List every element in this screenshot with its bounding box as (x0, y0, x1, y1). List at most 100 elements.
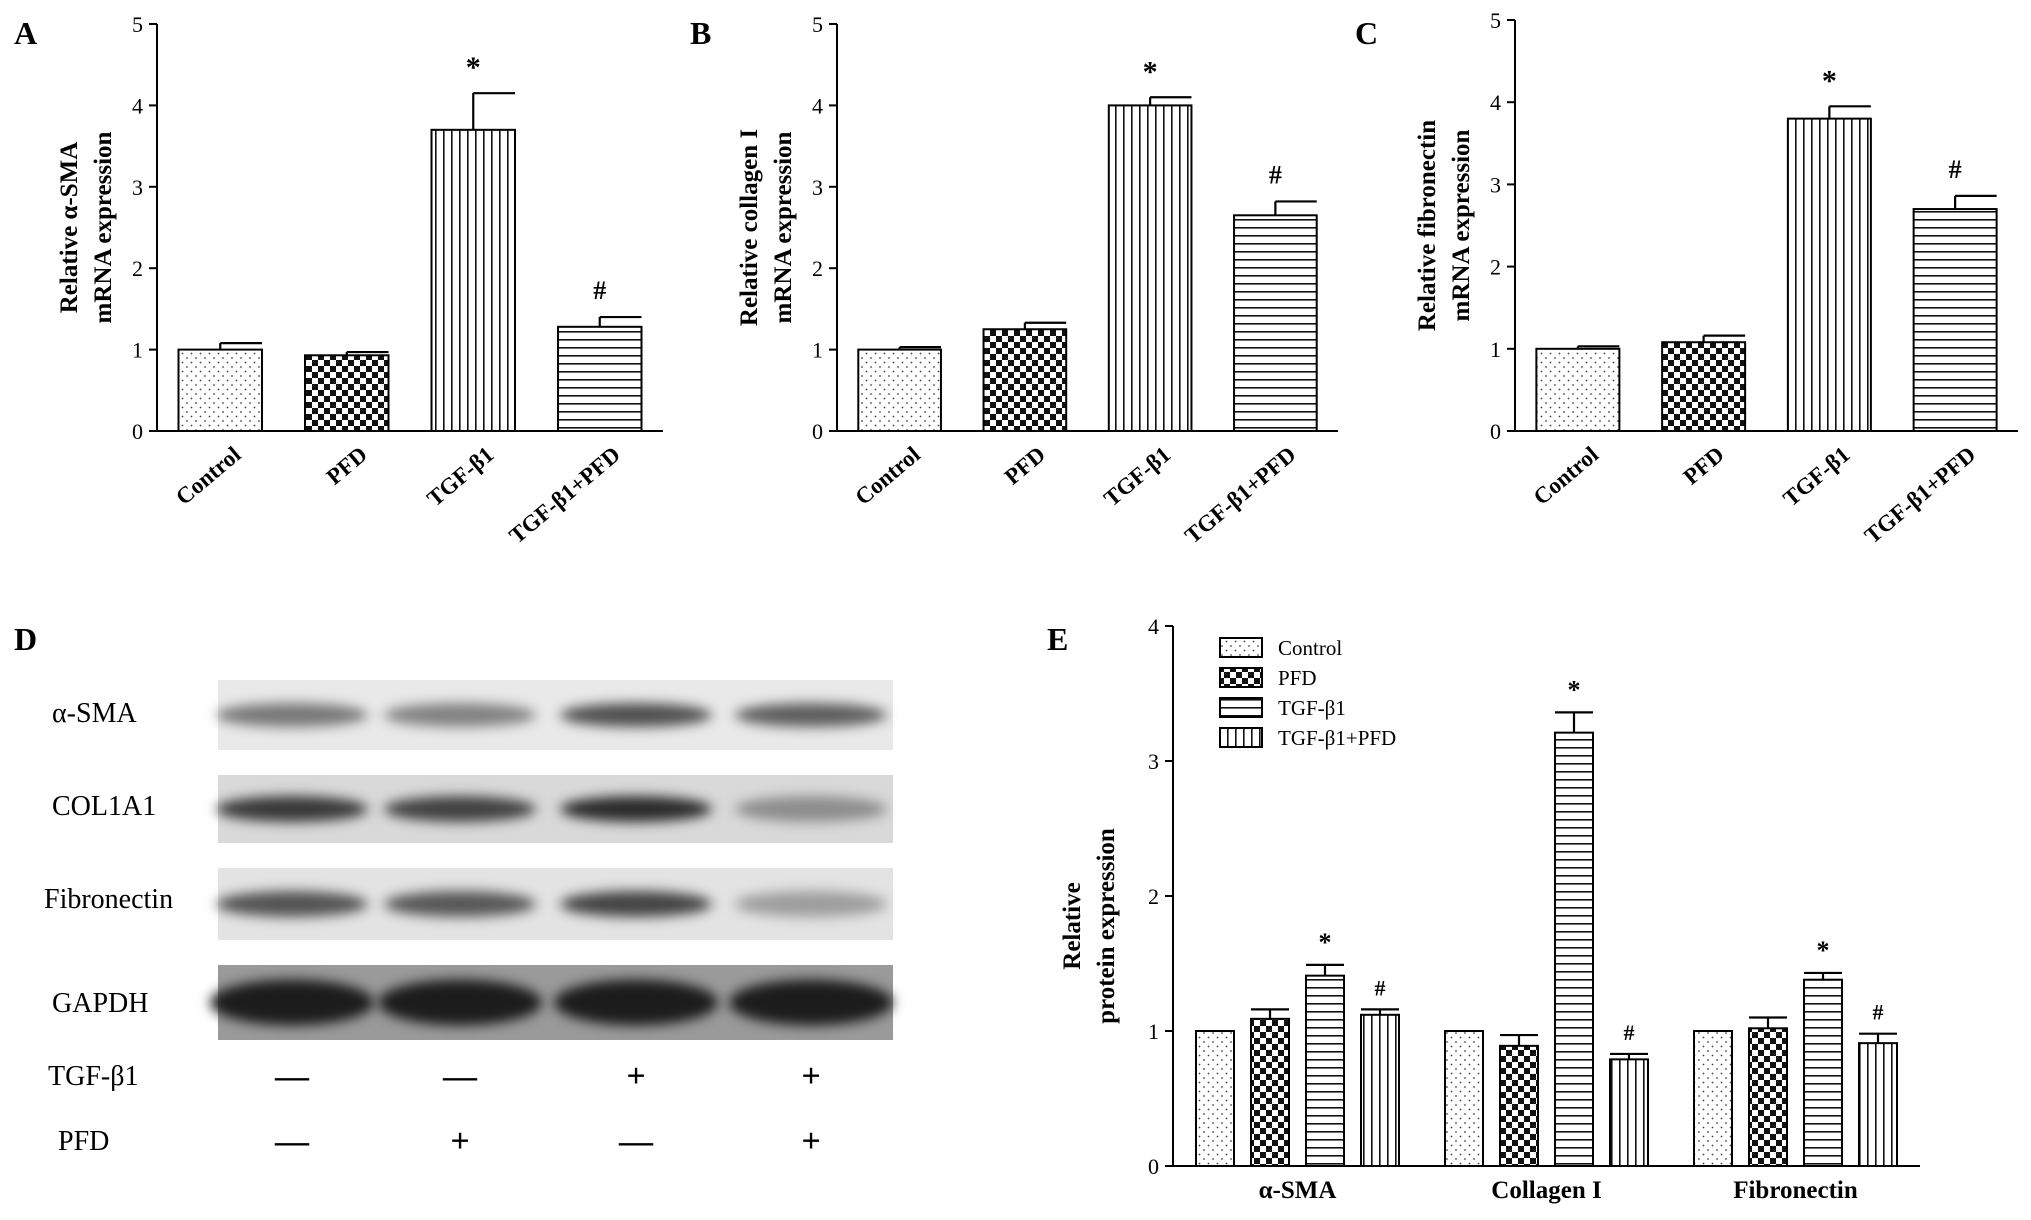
x-tick-label: TGF-β1+PFD (504, 442, 625, 549)
legend-label: TGF-β1+PFD (1278, 726, 1396, 750)
y-axis-label: mRNA expression (770, 131, 797, 323)
x-tick-label: TGF-β1 (422, 442, 498, 512)
y-tick-label: 1 (1148, 1019, 1159, 1044)
bar (1195, 1030, 1235, 1167)
y-axis-label: mRNA expression (1448, 129, 1475, 321)
blot-band (384, 891, 536, 917)
y-tick-label: 1 (132, 338, 143, 363)
y-axis-label: mRNA expression (90, 131, 117, 323)
treatment-label: TGF-β1 (48, 1061, 138, 1092)
y-axis-label: Relative (1059, 882, 1086, 969)
legend-swatch (1219, 667, 1263, 688)
blot-row-label: COL1A1 (52, 791, 156, 822)
significance-label: * (1817, 936, 1830, 965)
x-tick-label: Control (1529, 442, 1603, 510)
bar (430, 128, 516, 432)
treatment-table: TGF-β1 PFD — — + + — + — + (48, 1058, 821, 1160)
panel-letter-b: B (690, 15, 711, 51)
blot-band (735, 891, 887, 917)
x-tick-label: α-SMA (1259, 1177, 1337, 1204)
y-axis-label: Relative collagen I (736, 129, 763, 326)
treatment-mark: + (626, 1058, 645, 1095)
bar (1786, 117, 1872, 432)
legend-label: Control (1278, 636, 1342, 660)
y-tick-label: 1 (1490, 337, 1501, 362)
x-tick-label: TGF-β1 (1099, 442, 1175, 512)
bar (1554, 731, 1594, 1168)
y-tick-label: 4 (812, 93, 823, 118)
y-axis-label: protein expression (1093, 828, 1120, 1024)
bar (1305, 974, 1345, 1168)
blot-band (384, 796, 536, 822)
blot-band (216, 891, 368, 917)
y-tick-label: 3 (1148, 749, 1159, 774)
bar (1535, 347, 1621, 432)
legend-swatch (1219, 697, 1263, 718)
y-tick-label: 2 (132, 256, 143, 281)
treatment-mark: + (450, 1123, 469, 1160)
significance-label: # (593, 276, 606, 305)
y-tick-label: 0 (1148, 1154, 1159, 1179)
blot-band (729, 979, 893, 1026)
chart-panel-c: 0 1 2 3 4 5 Relative fibronectin mRNA expressio… (1414, 8, 2018, 548)
chart-panel-b: 0 1 2 3 4 5 Relative collagen I mRNA expression… (736, 12, 1338, 548)
bar (982, 328, 1068, 432)
significance-label: * (1568, 675, 1581, 704)
legend-swatch (1219, 727, 1263, 748)
panel-letter-a: A (14, 15, 37, 51)
bar (1661, 341, 1747, 432)
significance-label: # (1269, 160, 1282, 189)
blot-band (216, 703, 368, 727)
blot-strips (210, 680, 893, 1040)
bar (1693, 1030, 1733, 1167)
treatment-mark: + (801, 1123, 820, 1160)
bar (1444, 1030, 1484, 1167)
y-tick-label: 2 (1148, 884, 1159, 909)
x-tick-label: Collagen I (1491, 1177, 1601, 1204)
x-tick-label: Fibronectin (1733, 1177, 1858, 1204)
blot-row-label: α-SMA (52, 698, 137, 729)
x-tick-label: TGF-β1 (1778, 442, 1854, 512)
x-tick-label: TGF-β1+PFD (1180, 442, 1301, 549)
significance-label: * (1143, 55, 1158, 88)
y-tick-label: 0 (132, 419, 143, 444)
y-tick-label: 5 (132, 12, 143, 37)
bar (304, 354, 390, 433)
panel-letter-c: C (1355, 15, 1378, 51)
blot-band (216, 796, 368, 822)
y-tick-label: 2 (1490, 255, 1501, 280)
treatment-mark: — (618, 1123, 654, 1160)
bar (1250, 1017, 1290, 1167)
x-tick-label: PFD (1679, 442, 1729, 490)
bar (1912, 208, 1998, 432)
y-tick-label: 4 (1490, 90, 1501, 115)
y-tick-label: 3 (812, 175, 823, 200)
treatment-label: PFD (58, 1126, 109, 1157)
y-tick-label: 0 (812, 419, 823, 444)
y-axis-label: Relative α-SMA (56, 142, 83, 314)
legend-swatch (1219, 637, 1263, 658)
x-tick-label: PFD (322, 442, 372, 490)
x-tick-label: Control (850, 442, 924, 510)
treatment-mark: — (274, 1058, 310, 1095)
y-tick-label: 3 (1490, 172, 1501, 197)
y-tick-label: 3 (132, 175, 143, 200)
treatment-mark: — (274, 1123, 310, 1160)
treatment-mark: — (442, 1058, 478, 1095)
bar (1360, 1013, 1400, 1167)
bar (1107, 104, 1193, 433)
x-tick-label: TGF-β1+PFD (1860, 442, 1981, 549)
blot-row-label: GAPDH (52, 988, 148, 1019)
blot-band (560, 796, 712, 822)
y-tick-label: 5 (812, 12, 823, 37)
y-tick-label: 2 (812, 256, 823, 281)
significance-label: # (1873, 1000, 1884, 1025)
blot-band (735, 796, 887, 822)
significance-label: * (1319, 928, 1332, 957)
legend: Control PFD TGF-β1 TGF-β1+PFD (1219, 636, 1396, 750)
x-tick-label: Control (171, 442, 245, 510)
panel-letter-e: E (1047, 621, 1068, 657)
blot-row-label: Fibronectin (44, 884, 173, 915)
bar (1499, 1044, 1539, 1167)
